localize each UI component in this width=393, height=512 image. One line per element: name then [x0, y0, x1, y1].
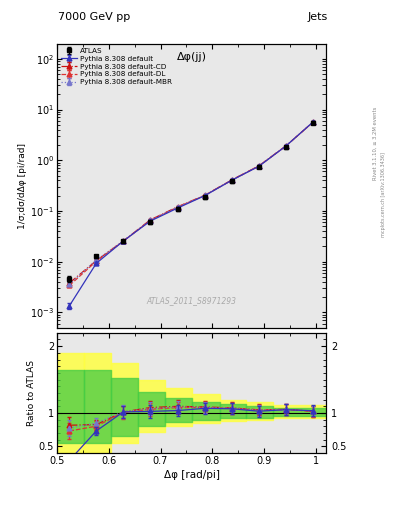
Text: mcplots.cern.ch [arXiv:1306.3436]: mcplots.cern.ch [arXiv:1306.3436]: [381, 152, 386, 237]
X-axis label: Δφ [rad/pi]: Δφ [rad/pi]: [163, 470, 220, 480]
Text: 7000 GeV pp: 7000 GeV pp: [58, 11, 130, 22]
Text: ATLAS_2011_S8971293: ATLAS_2011_S8971293: [147, 296, 237, 305]
Y-axis label: Ratio to ATLAS: Ratio to ATLAS: [27, 360, 36, 426]
Y-axis label: 1/σ;dσ/dΔφ [pi/rad]: 1/σ;dσ/dΔφ [pi/rad]: [18, 143, 28, 228]
Legend: ATLAS, Pythia 8.308 default, Pythia 8.308 default-CD, Pythia 8.308 default-DL, P: ATLAS, Pythia 8.308 default, Pythia 8.30…: [60, 47, 174, 87]
Text: Rivet 3.1.10, ≥ 3.2M events: Rivet 3.1.10, ≥ 3.2M events: [373, 106, 378, 180]
Text: Δφ(jj): Δφ(jj): [176, 52, 207, 62]
Text: Jets: Jets: [308, 11, 328, 22]
